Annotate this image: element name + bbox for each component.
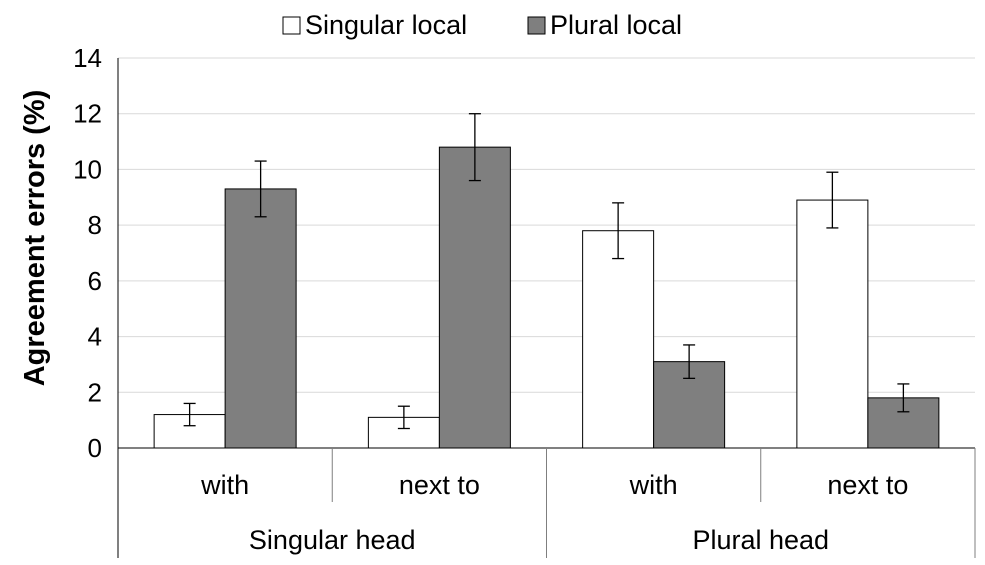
legend-swatch xyxy=(282,16,301,35)
x-tick-label: next to xyxy=(399,470,480,500)
x-tick-label: with xyxy=(200,470,249,500)
y-tick-label: 0 xyxy=(88,433,102,463)
x-tick-label: next to xyxy=(827,470,908,500)
y-tick-label: 2 xyxy=(88,377,102,407)
bar-singular-local xyxy=(367,416,440,449)
y-tick-label: 4 xyxy=(88,322,102,352)
bar-singular-local xyxy=(796,199,869,449)
bars xyxy=(153,146,940,449)
y-tick-label: 8 xyxy=(88,210,102,240)
bar-singular-local xyxy=(582,230,655,449)
bar-plural-local xyxy=(224,188,297,449)
axis-labels: 0 2 4 6 8 10 12 14 with next to with next to Singula… xyxy=(73,43,908,555)
y-tick-label: 14 xyxy=(73,43,102,73)
legend-label: Singular local xyxy=(305,10,467,40)
y-tick-label: 10 xyxy=(73,154,102,184)
y-tick-label: 12 xyxy=(73,99,102,129)
group-label: Plural head xyxy=(692,525,829,555)
legend: Singular local Plural local xyxy=(282,10,682,40)
y-tick-label: 6 xyxy=(88,266,102,296)
group-label: Singular head xyxy=(249,525,416,555)
legend-label: Plural local xyxy=(550,10,682,40)
bar-plural-local xyxy=(438,146,511,449)
legend-swatch xyxy=(527,16,546,35)
x-tick-label: with xyxy=(629,470,678,500)
y-axis-label: Agreement errors (%) xyxy=(19,90,51,387)
error-bars xyxy=(183,113,910,430)
